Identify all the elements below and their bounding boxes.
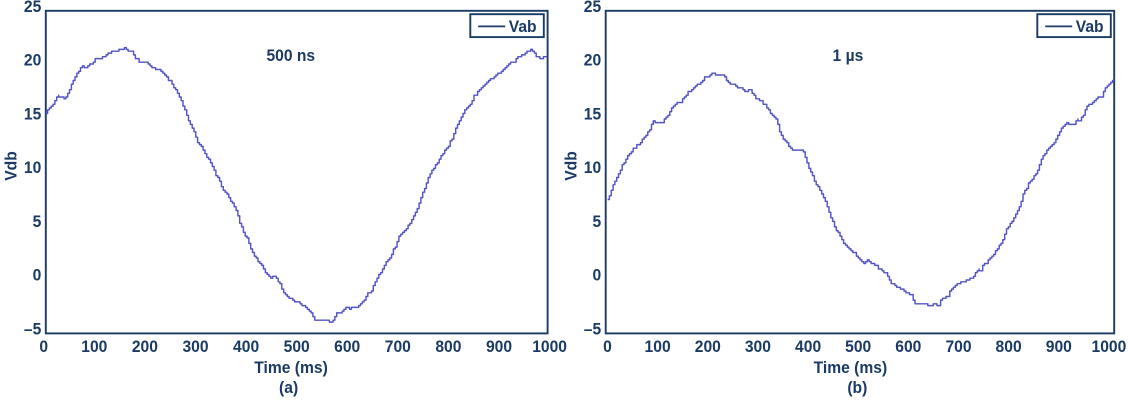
svg-text:900: 900	[1046, 337, 1072, 356]
svg-text:600: 600	[334, 337, 360, 356]
svg-text:25: 25	[584, 0, 601, 16]
svg-text:0: 0	[603, 337, 612, 356]
svg-text:700: 700	[385, 337, 411, 356]
svg-text:15: 15	[584, 105, 601, 124]
svg-text:100: 100	[81, 337, 107, 356]
svg-text:400: 400	[795, 337, 821, 356]
svg-text:400: 400	[233, 337, 259, 356]
svg-text:25: 25	[24, 0, 41, 16]
svg-text:5: 5	[592, 212, 601, 231]
svg-text:Vab: Vab	[509, 17, 537, 36]
svg-text:0: 0	[39, 337, 48, 356]
svg-text:20: 20	[584, 51, 601, 70]
svg-text:–5: –5	[24, 320, 41, 339]
svg-text:200: 200	[695, 337, 721, 356]
svg-text:600: 600	[895, 337, 921, 356]
svg-text:1000: 1000	[532, 337, 567, 356]
svg-text:Vab: Vab	[1076, 17, 1104, 36]
svg-text:0: 0	[592, 266, 601, 285]
svg-text:500: 500	[845, 337, 871, 356]
svg-text:(b): (b)	[847, 379, 867, 398]
svg-text:500 ns: 500 ns	[266, 46, 315, 65]
svg-text:300: 300	[182, 337, 208, 356]
svg-text:Vdb: Vdb	[2, 151, 21, 181]
svg-text:200: 200	[132, 337, 158, 356]
svg-text:5: 5	[33, 212, 42, 231]
svg-text:1000: 1000	[1092, 337, 1127, 356]
svg-text:800: 800	[996, 337, 1022, 356]
svg-text:900: 900	[486, 337, 512, 356]
svg-text:700: 700	[945, 337, 971, 356]
svg-text:10: 10	[24, 159, 41, 178]
svg-text:15: 15	[24, 105, 41, 124]
svg-text:Time (ms): Time (ms)	[814, 358, 888, 377]
svg-text:1 µs: 1 µs	[833, 46, 864, 65]
svg-text:10: 10	[584, 159, 601, 178]
svg-text:800: 800	[435, 337, 461, 356]
svg-text:20: 20	[24, 51, 41, 70]
svg-text:–5: –5	[584, 320, 601, 339]
svg-text:300: 300	[745, 337, 771, 356]
svg-text:500: 500	[284, 337, 310, 356]
svg-text:Vdb: Vdb	[562, 151, 581, 181]
svg-text:0: 0	[33, 266, 42, 285]
svg-text:(a): (a)	[279, 379, 298, 398]
svg-text:Time (ms): Time (ms)	[254, 358, 328, 377]
svg-text:100: 100	[645, 337, 671, 356]
